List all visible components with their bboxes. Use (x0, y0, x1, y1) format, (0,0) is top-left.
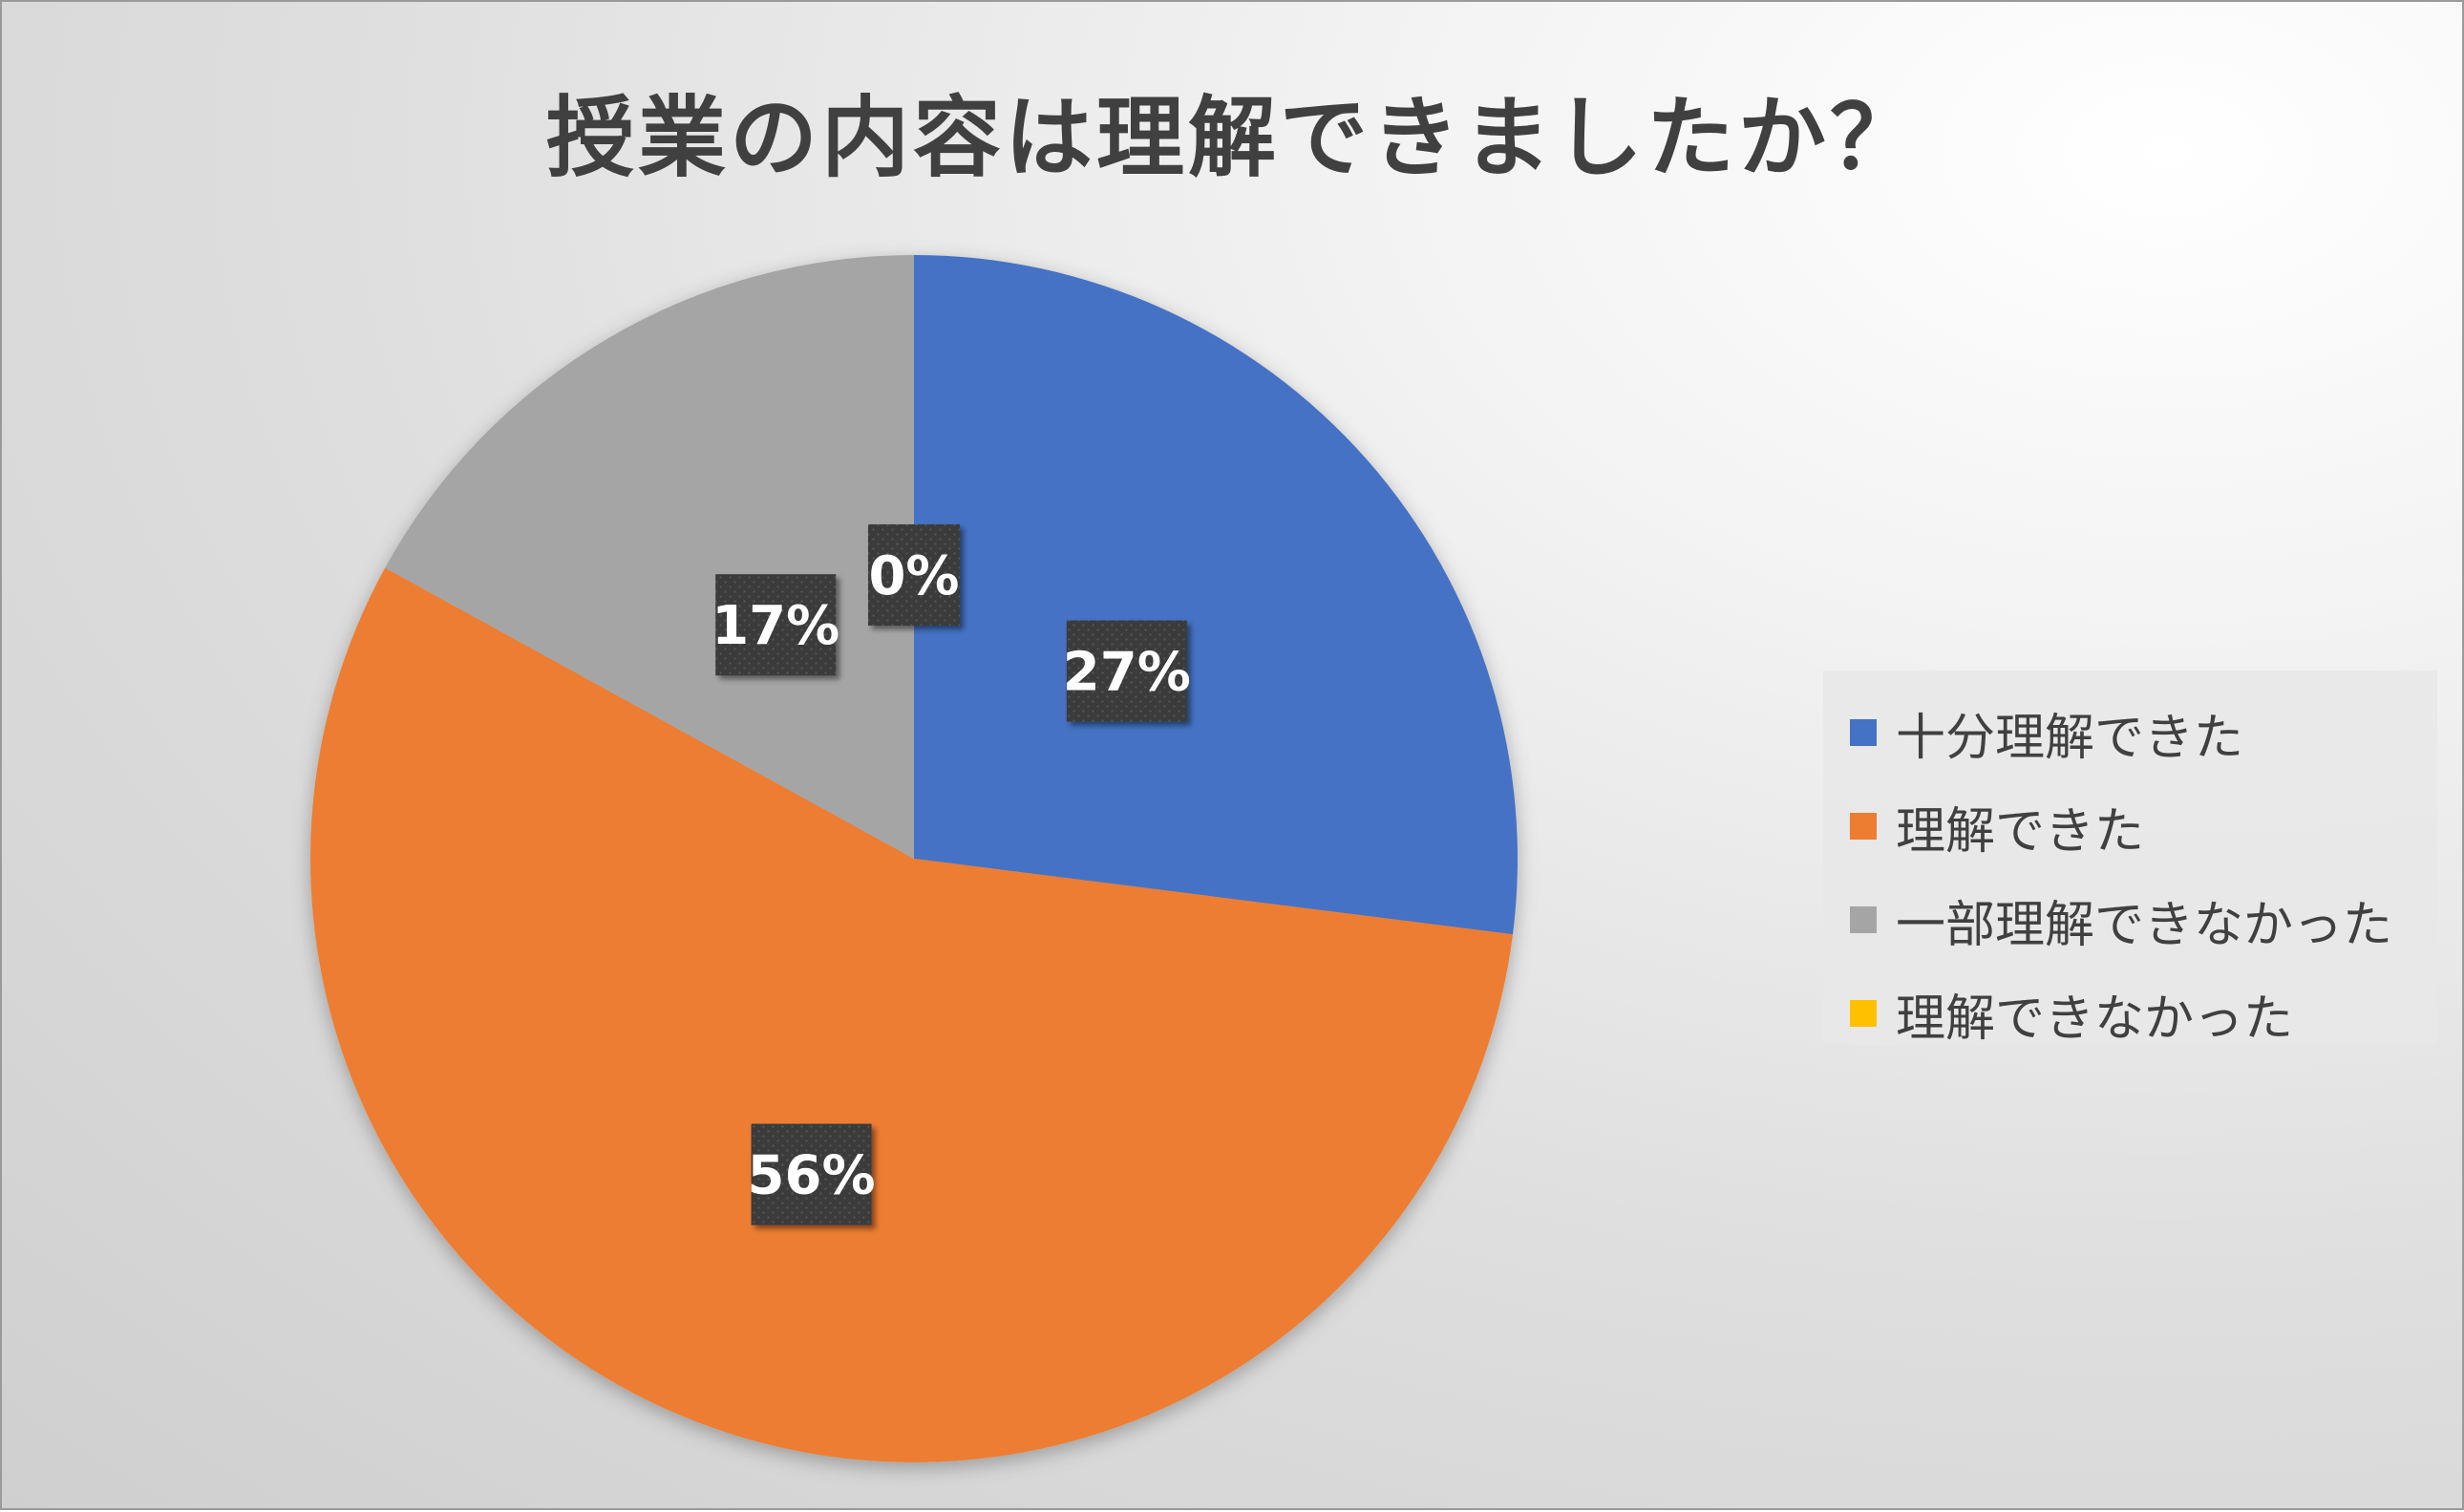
legend-label: 十分理解できた (1896, 709, 2244, 767)
chart-title: 授業の内容は理解できましたか？ (545, 87, 1922, 189)
pie-slice (385, 255, 914, 859)
data-label-text: 17% (712, 595, 839, 657)
legend-item: 理解できなかった (1850, 980, 2294, 1048)
data-label-text: 27% (1063, 642, 1191, 704)
legend-label: 理解できた (1896, 802, 2145, 861)
data-label: 0% (868, 523, 960, 626)
legend-swatch (1850, 813, 1877, 840)
legend-swatch (1850, 719, 1877, 746)
pie-slice (914, 255, 1518, 935)
pie-slice (310, 567, 1514, 1462)
legend-item: 一部理解できなかった (1850, 886, 2393, 954)
data-label: 56% (748, 1123, 876, 1225)
legend-item: 理解できた (1850, 793, 2145, 861)
data-label: 27% (1063, 620, 1191, 722)
data-label-text: 56% (748, 1145, 876, 1207)
legend-item: 十分理解できた (1850, 699, 2244, 767)
data-label: 17% (712, 574, 839, 676)
legend: 十分理解できた 理解できた一部理解できなかった 理解できなかった (1823, 671, 2437, 1048)
legend-label: 一部理解できなかった (1896, 896, 2393, 954)
data-label-text: 0% (868, 545, 959, 607)
legend-label: 理解できなかった (1896, 990, 2294, 1048)
legend-swatch (1850, 1000, 1877, 1027)
legend-swatch (1850, 906, 1877, 933)
